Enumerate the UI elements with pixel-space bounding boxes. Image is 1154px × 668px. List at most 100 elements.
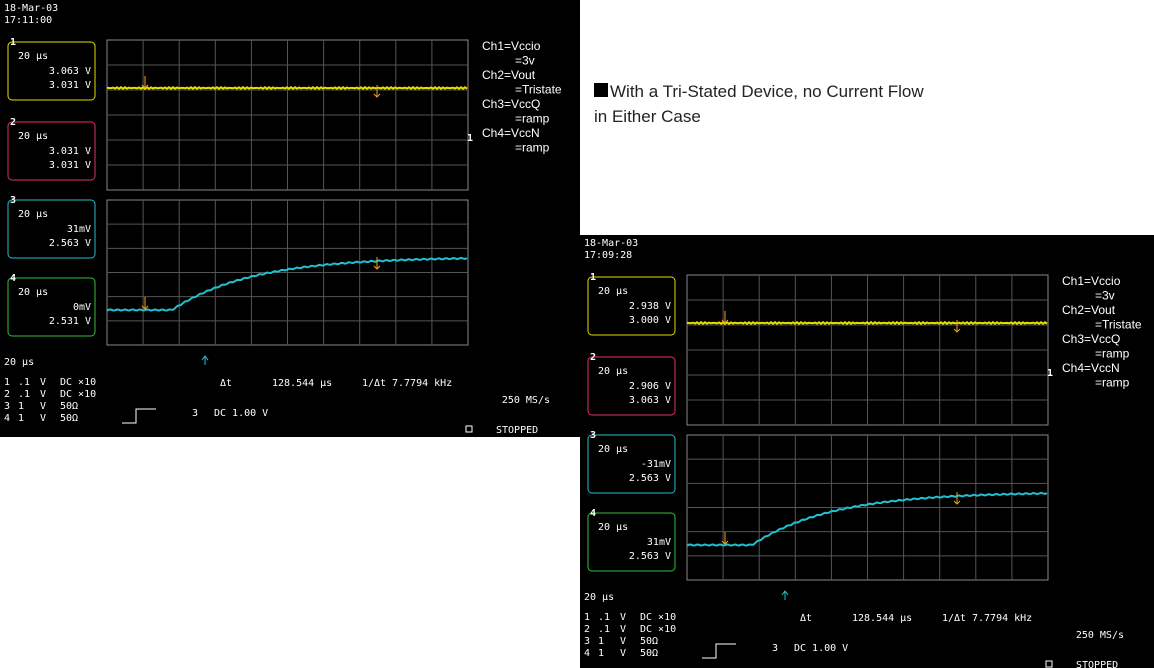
inverse-label: 1/Δt: [362, 378, 386, 389]
channel-number: 4: [10, 273, 16, 284]
date: 18-Mar-03: [584, 238, 638, 249]
channel-number: 4: [590, 508, 596, 519]
channel-value: 31mV: [67, 224, 91, 235]
channel-setting: V: [40, 389, 46, 400]
bullet: [594, 83, 608, 97]
trigger-channel: 3: [192, 408, 198, 419]
channel-setting: 1: [584, 612, 590, 623]
channel-label: =3v: [1095, 289, 1115, 303]
timebase: 20 µs: [584, 592, 614, 603]
channel-number: 2: [10, 117, 16, 128]
channel-box: [587, 276, 676, 336]
channel-timebase: 20 µs: [598, 522, 628, 533]
channel-box: [7, 277, 96, 337]
channel-box: [7, 41, 96, 101]
channel-box: [7, 199, 96, 259]
channel-label: Ch4=VccN: [482, 126, 540, 140]
channel-setting: .1: [598, 624, 610, 635]
channel-setting: 2: [584, 624, 590, 635]
channel-timebase: 20 µs: [18, 131, 48, 142]
status-box: [465, 425, 473, 433]
channel-timebase: 20 µs: [18, 51, 48, 62]
scope-background: [0, 0, 580, 437]
channel-setting: DC ×10: [60, 389, 96, 400]
cursor-marker: [953, 492, 961, 505]
trigger-marker: [781, 590, 789, 600]
channel-box: [587, 434, 676, 494]
ch3-trace: [686, 491, 1048, 547]
channel-setting: 1: [4, 377, 10, 388]
channel-number: 2: [590, 352, 596, 363]
trigger-icon: [702, 643, 736, 659]
channel-value: 2.563 V: [49, 238, 91, 249]
channel-setting: 3: [4, 401, 10, 412]
channel-value: 2.531 V: [49, 316, 91, 327]
channel-value: 2.906 V: [629, 381, 671, 392]
channel-number: 1: [10, 37, 16, 48]
time: 17:11:00: [4, 15, 52, 26]
channel-value: 3.063 V: [629, 395, 671, 406]
channel-setting: 1: [18, 401, 24, 412]
channel-timebase: 20 µs: [18, 287, 48, 298]
channel-label: Ch2=Vout: [482, 68, 536, 82]
sample-rate: 250 MS/s: [1076, 630, 1124, 641]
trigger-channel: 3: [772, 643, 778, 654]
cursor-marker: [141, 76, 149, 89]
trigger: DC 1.00 V: [214, 408, 268, 419]
ch1-trace: [106, 85, 468, 91]
channel-label: Ch1=Vccio: [1062, 274, 1121, 288]
channel-setting: 50Ω: [60, 413, 78, 424]
channel-setting: 3: [584, 636, 590, 647]
channel-value: 3.063 V: [49, 66, 91, 77]
channel-setting: .1: [18, 389, 30, 400]
date: 18-Mar-03: [4, 3, 58, 14]
channel-label: Ch2=Vout: [1062, 303, 1116, 317]
timebase: 20 µs: [4, 357, 34, 368]
channel-setting: 4: [4, 413, 10, 424]
trigger-marker: [201, 355, 209, 365]
channel-box: [587, 356, 676, 416]
channel-label: =ramp: [1095, 376, 1130, 390]
cursor-marker: [141, 297, 149, 310]
delta-t: 128.544 µs: [272, 378, 332, 389]
channel-setting: V: [620, 636, 626, 647]
channel-setting: V: [620, 624, 626, 635]
channel-number: 1: [590, 272, 596, 283]
note-text: With a Tri-Stated Device, no Current Flo…: [594, 82, 924, 126]
channel-setting: 50Ω: [640, 648, 658, 659]
channel-label: =ramp: [1095, 347, 1130, 361]
channel-value: 2.563 V: [629, 473, 671, 484]
frequency: 7.7794 kHz: [392, 378, 452, 389]
channel-setting: .1: [598, 612, 610, 623]
channel-label: Ch1=Vccio: [482, 39, 541, 53]
trigger-icon: [122, 408, 156, 424]
status-box: [1045, 660, 1053, 668]
channel-setting: 50Ω: [640, 636, 658, 647]
channel-setting: 1: [598, 636, 604, 647]
channel-setting: 1: [18, 413, 24, 424]
channel-number: 3: [10, 195, 16, 206]
cursor-marker: [373, 257, 381, 270]
channel-value: 3.031 V: [49, 80, 91, 91]
frequency: 7.7794 kHz: [972, 613, 1032, 624]
channel-value: 31mV: [647, 537, 671, 548]
ch-marker: 1: [467, 133, 473, 144]
channel-setting: V: [620, 648, 626, 659]
channel-setting: V: [620, 612, 626, 623]
channel-box: [7, 121, 96, 181]
sample-rate: 250 MS/s: [502, 395, 550, 406]
channel-label: Ch3=VccQ: [482, 97, 540, 111]
delta-t: 128.544 µs: [852, 613, 912, 624]
cursor-marker: [721, 532, 729, 545]
channel-setting: 2: [4, 389, 10, 400]
slide-note: With a Tri-Stated Device, no Current Flo…: [594, 80, 924, 129]
channel-value: 3.031 V: [49, 160, 91, 171]
channel-value: 2.938 V: [629, 301, 671, 312]
channel-label: =3v: [515, 54, 535, 68]
ch-marker: 1: [1047, 368, 1053, 379]
time: 17:09:28: [584, 250, 632, 261]
